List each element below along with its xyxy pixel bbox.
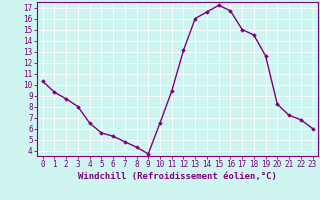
X-axis label: Windchill (Refroidissement éolien,°C): Windchill (Refroidissement éolien,°C) xyxy=(78,172,277,181)
